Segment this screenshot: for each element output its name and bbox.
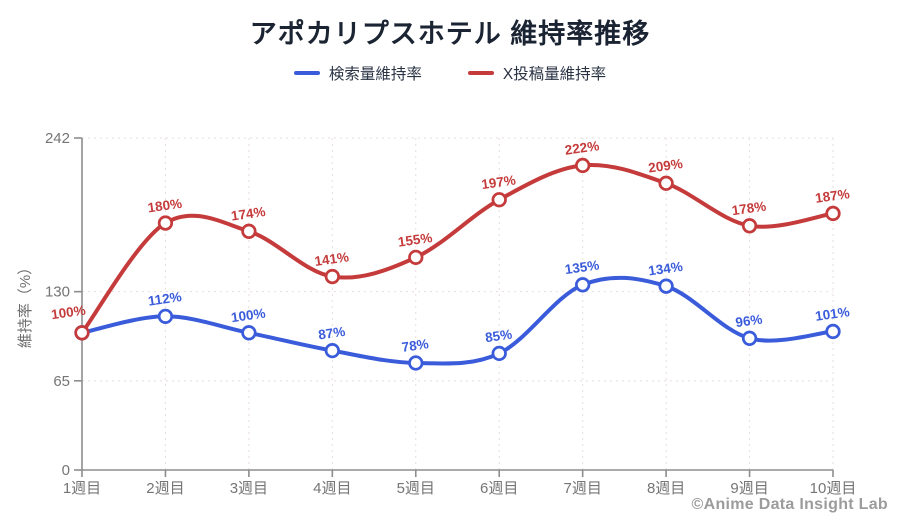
x-tick-label: 9週目: [730, 480, 768, 497]
series-line-blue: [80, 275, 835, 366]
x-tick-label: 3週目: [230, 480, 268, 497]
data-point-label: 187%: [814, 186, 850, 206]
data-point-label: 85%: [484, 327, 513, 346]
data-point-label: 209%: [647, 156, 683, 176]
data-point-label: 222%: [564, 138, 600, 158]
data-point-label: 178%: [731, 199, 767, 219]
y-tick-label: 130: [45, 284, 70, 301]
data-point-label: 101%: [814, 304, 850, 324]
data-point-label: 78%: [401, 336, 430, 355]
legend-label: X投稿量維持率: [502, 66, 607, 83]
data-point-marker[interactable]: [157, 308, 174, 324]
y-tick-label: 65: [53, 373, 70, 390]
data-point-marker[interactable]: [241, 223, 257, 239]
data-point-marker[interactable]: [658, 175, 674, 191]
data-point-marker[interactable]: [74, 325, 90, 341]
data-point-label: 112%: [147, 289, 183, 309]
data-point-marker[interactable]: [491, 192, 507, 208]
data-point-marker[interactable]: [491, 345, 507, 362]
series-line-red: [80, 162, 835, 335]
data-point-marker[interactable]: [741, 218, 758, 234]
data-point-marker[interactable]: [324, 342, 340, 359]
x-tick-label: 10週目: [810, 480, 857, 497]
x-tick-label: 8週目: [647, 480, 685, 497]
x-tick-label: 2週目: [146, 480, 184, 497]
data-point-marker[interactable]: [241, 325, 257, 341]
data-point-marker[interactable]: [408, 249, 424, 266]
legend: 検索量維持率 X投稿量維持率: [0, 62, 900, 84]
data-point-marker[interactable]: [157, 215, 174, 231]
data-point-marker[interactable]: [408, 355, 424, 371]
y-tick-label: 0: [62, 462, 70, 479]
data-point-label: 100%: [230, 306, 266, 326]
data-point-label: 134%: [647, 259, 683, 279]
legend-dash-blue-icon: [293, 71, 320, 75]
data-point-marker[interactable]: [741, 330, 758, 346]
data-point-label: 141%: [314, 249, 350, 269]
data-point-label: 197%: [480, 172, 516, 192]
data-point-marker[interactable]: [324, 268, 340, 285]
data-point-marker[interactable]: [658, 278, 674, 294]
legend-item-search-retention[interactable]: 検索量維持率: [293, 62, 422, 84]
legend-label: 検索量維持率: [328, 66, 422, 83]
x-tick-label: 1週目: [63, 480, 101, 497]
data-point-marker[interactable]: [575, 277, 591, 293]
data-point-label: 87%: [317, 324, 346, 343]
data-point-marker[interactable]: [825, 323, 841, 340]
data-point-label: 155%: [397, 230, 433, 250]
data-point-label: 100%: [50, 303, 86, 323]
legend-item-xpost-retention[interactable]: X投稿量維持率: [467, 62, 607, 84]
chart-title: アポカリプスホテル 維持率推移: [249, 19, 651, 49]
data-point-marker[interactable]: [575, 157, 591, 174]
data-point-label: 174%: [230, 204, 266, 224]
x-tick-label: 4週目: [313, 480, 351, 497]
y-tick-label: 242: [45, 130, 70, 147]
x-tick-label: 6週目: [480, 480, 518, 497]
legend-dash-red-icon: [467, 71, 494, 75]
x-tick-label: 5週目: [397, 480, 435, 497]
data-point-label: 180%: [147, 196, 183, 216]
data-point-label: 96%: [735, 312, 764, 331]
y-axis-title: 維持率（%）: [17, 260, 34, 348]
data-point-label: 135%: [564, 258, 600, 278]
watermark: ©Anime Data Insight Lab: [691, 496, 888, 513]
x-tick-label: 7週目: [563, 480, 601, 497]
data-point-marker[interactable]: [825, 205, 841, 222]
